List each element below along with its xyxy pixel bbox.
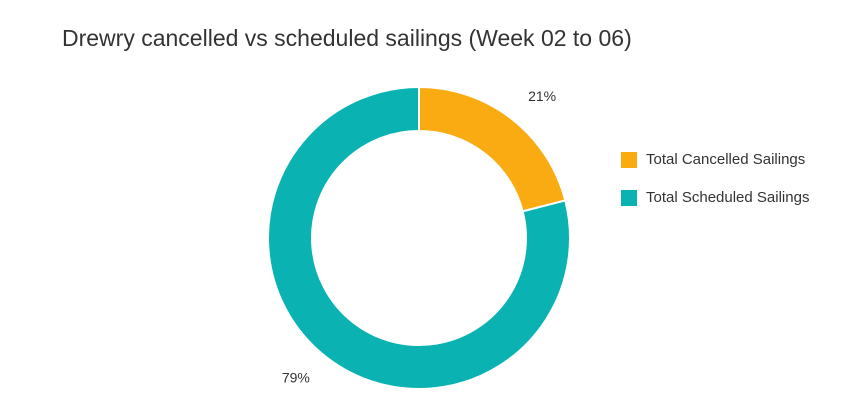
donut-slice [418,85,567,213]
slice-label: 79% [282,369,310,385]
slice-label: 21% [528,88,556,104]
legend-label: Total Scheduled Sailings [646,189,809,206]
chart-title: Drewry cancelled vs scheduled sailings (… [62,25,632,51]
legend-swatch [621,190,637,206]
legend-swatch [621,152,637,168]
donut-slice [267,85,571,390]
legend-label: Total Cancelled Sailings [646,151,805,168]
